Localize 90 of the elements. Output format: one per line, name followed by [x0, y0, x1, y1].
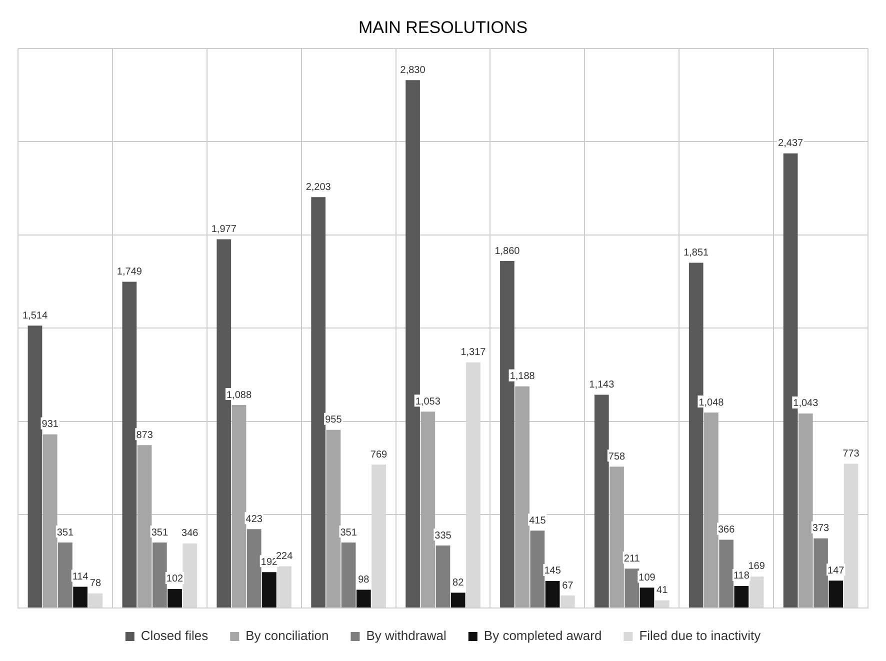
bar [654, 600, 670, 608]
data-label: 415 [529, 515, 546, 526]
data-label: 169 [748, 561, 766, 572]
bar [372, 464, 386, 608]
legend-label: By completed award [484, 628, 602, 644]
bar [545, 580, 560, 608]
data-label: 1,851 [684, 247, 710, 258]
bar [450, 592, 466, 608]
bar [515, 386, 530, 608]
data-label: 78 [90, 578, 102, 590]
data-label: 758 [608, 451, 626, 462]
data-label: 1,860 [494, 246, 520, 257]
bar [828, 580, 844, 608]
data-label: 351 [56, 527, 74, 538]
data-label: 1,514 [22, 310, 48, 322]
data-label: 1,048 [698, 397, 724, 408]
bar [798, 413, 813, 608]
data-label: 109 [638, 572, 656, 584]
bar [610, 466, 624, 608]
data-label: 145 [544, 566, 562, 577]
bar [28, 326, 42, 608]
bar [326, 430, 341, 608]
data-label: 98 [358, 574, 370, 586]
data-label: 102 [166, 574, 184, 585]
bar [182, 543, 198, 608]
data-label: 773 [842, 448, 860, 460]
bar [420, 412, 436, 608]
legend-label: By withdrawal [366, 628, 447, 644]
legend-label: Filed due to inactivity [639, 628, 762, 644]
data-label: 1,317 [460, 347, 486, 358]
data-label: 873 [136, 430, 154, 441]
data-label: 931 [42, 419, 59, 430]
bar [168, 588, 182, 608]
bar [42, 434, 58, 608]
bar [594, 394, 609, 608]
data-label: 335 [434, 530, 452, 542]
legend-label: By conciliation [246, 628, 329, 644]
bar [137, 445, 152, 608]
data-label: 351 [151, 527, 168, 538]
bar [152, 542, 167, 608]
bar [122, 282, 137, 608]
bar [624, 568, 640, 608]
bar [530, 530, 545, 608]
bar [58, 542, 72, 608]
bar [734, 586, 749, 608]
data-label: 67 [562, 580, 574, 592]
bar [719, 540, 734, 608]
data-label: 373 [812, 523, 830, 534]
data-label: 118 [733, 570, 750, 582]
data-label: 41 [656, 585, 668, 596]
data-label: 1,088 [226, 390, 252, 401]
legend-label: Closed files [140, 628, 209, 644]
data-label: 211 [624, 553, 640, 564]
data-label: 423 [246, 514, 263, 525]
bar [844, 464, 858, 608]
data-label: 1,043 [793, 398, 819, 410]
bar [356, 590, 371, 608]
bar [73, 586, 88, 608]
data-label: 351 [340, 527, 358, 538]
bar [277, 566, 292, 608]
data-label: 114 [72, 571, 89, 582]
bar [814, 538, 828, 608]
data-label: 1,749 [116, 266, 142, 278]
chart-title: MAIN RESOLUTIONS [358, 18, 528, 37]
data-label: 955 [325, 414, 342, 426]
data-label: 2,203 [306, 182, 332, 193]
bar [262, 572, 276, 608]
data-label: 366 [718, 524, 736, 536]
bar [246, 529, 262, 608]
bar [640, 588, 654, 608]
data-label: 1,053 [415, 396, 441, 408]
bar [88, 593, 103, 608]
bar [704, 412, 718, 608]
bar [232, 405, 246, 608]
data-label: 1,143 [589, 380, 615, 391]
data-label: 2,830 [400, 64, 426, 76]
data-label: 769 [370, 449, 388, 460]
bar [466, 362, 480, 608]
data-label: 346 [182, 528, 199, 540]
data-label: 1,977 [211, 224, 237, 235]
data-label: 224 [276, 550, 294, 562]
bar [749, 576, 764, 608]
data-label: 1,188 [510, 371, 536, 382]
bar [311, 197, 326, 608]
bar [436, 546, 450, 608]
data-label: 147 [828, 565, 845, 576]
data-label: 2,437 [778, 138, 804, 150]
data-label: 82 [452, 577, 464, 588]
bar [560, 596, 575, 608]
bar [341, 542, 356, 608]
